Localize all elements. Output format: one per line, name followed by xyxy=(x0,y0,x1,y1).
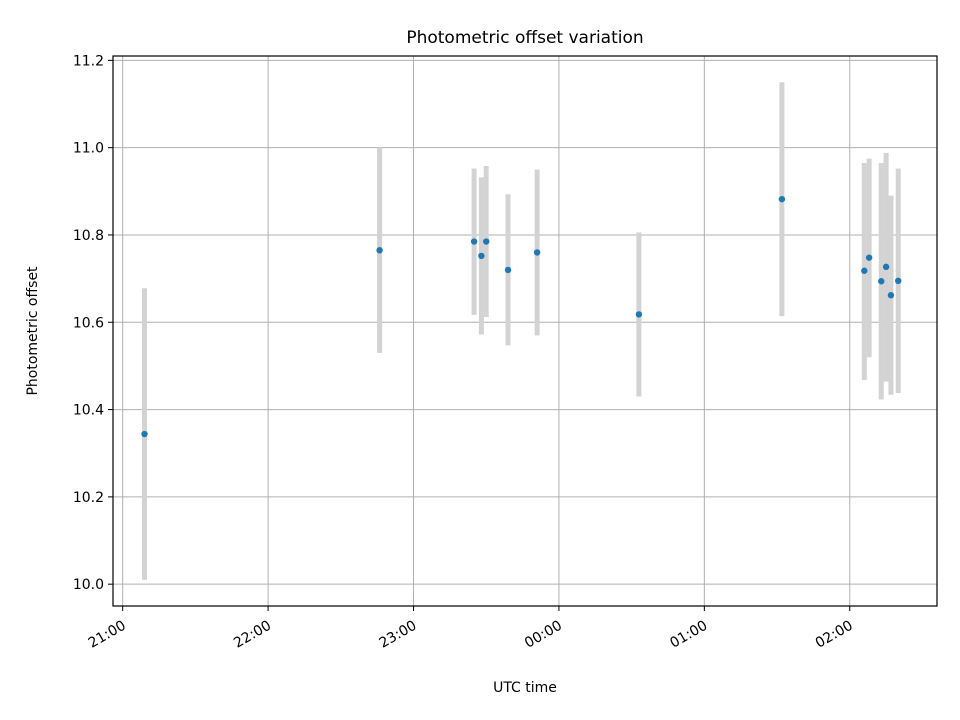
data-point xyxy=(635,311,643,318)
y-tick-label: 11.2 xyxy=(73,53,104,69)
data-point xyxy=(895,277,902,285)
y-tick-label: 10.6 xyxy=(73,315,104,331)
data-point xyxy=(478,252,485,260)
y-tick-label: 10.2 xyxy=(73,490,104,506)
x-axis-title: UTC time xyxy=(493,680,557,696)
y-tick-label: 10.4 xyxy=(73,403,104,419)
data-point xyxy=(376,247,383,254)
data-point xyxy=(470,238,478,245)
y-tick-label: 10.8 xyxy=(73,228,104,244)
chart-title: Photometric offset variation xyxy=(406,28,643,48)
data-point xyxy=(141,430,148,438)
data-point xyxy=(882,263,890,271)
y-axis-title: Photometric offset xyxy=(25,266,41,396)
y-tick-label: 10.0 xyxy=(73,577,104,593)
data-point xyxy=(533,249,541,256)
plot-frame xyxy=(112,55,938,607)
data-point xyxy=(483,238,490,245)
y-tick-label: 11.0 xyxy=(73,141,104,157)
data-point xyxy=(504,266,512,274)
data-point xyxy=(887,292,895,299)
data-point xyxy=(778,195,786,203)
data-points xyxy=(141,195,902,438)
data-point xyxy=(861,267,868,274)
data-point xyxy=(865,254,873,261)
grid xyxy=(113,56,937,606)
data-point xyxy=(878,278,885,285)
